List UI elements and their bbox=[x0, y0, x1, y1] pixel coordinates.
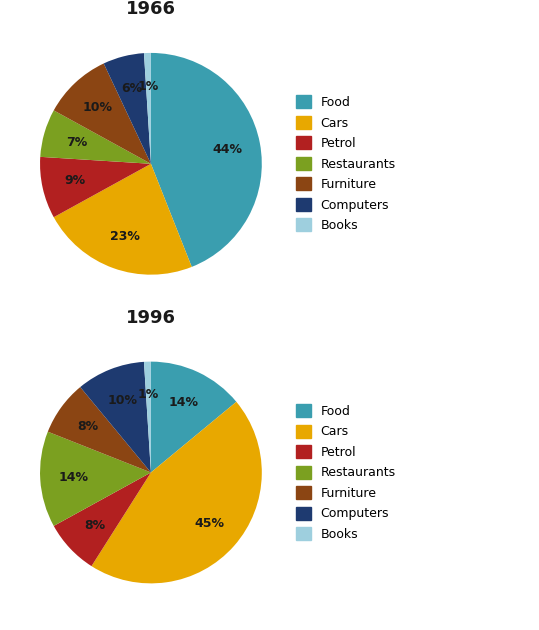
Text: 10%: 10% bbox=[83, 101, 113, 114]
Text: 6%: 6% bbox=[121, 82, 142, 95]
Wedge shape bbox=[151, 53, 262, 267]
Text: 44%: 44% bbox=[212, 143, 242, 156]
Wedge shape bbox=[40, 110, 151, 164]
Text: 8%: 8% bbox=[78, 420, 99, 433]
Legend: Food, Cars, Petrol, Restaurants, Furniture, Computers, Books: Food, Cars, Petrol, Restaurants, Furnitu… bbox=[292, 92, 399, 236]
Wedge shape bbox=[54, 472, 151, 566]
Wedge shape bbox=[151, 362, 237, 472]
Text: 23%: 23% bbox=[110, 231, 140, 243]
Wedge shape bbox=[80, 362, 151, 472]
Text: 1%: 1% bbox=[138, 80, 159, 93]
Wedge shape bbox=[48, 387, 151, 472]
Legend: Food, Cars, Petrol, Restaurants, Furniture, Computers, Books: Food, Cars, Petrol, Restaurants, Furnitu… bbox=[292, 401, 399, 544]
Text: 8%: 8% bbox=[84, 519, 105, 532]
Wedge shape bbox=[40, 157, 151, 217]
Text: 14%: 14% bbox=[58, 471, 88, 484]
Text: 45%: 45% bbox=[194, 517, 224, 530]
Wedge shape bbox=[144, 362, 151, 472]
Wedge shape bbox=[103, 53, 151, 164]
Title: 1996: 1996 bbox=[126, 309, 176, 327]
Text: 1%: 1% bbox=[138, 389, 159, 401]
Wedge shape bbox=[54, 164, 192, 275]
Text: 7%: 7% bbox=[66, 135, 87, 149]
Wedge shape bbox=[144, 53, 151, 164]
Title: 1966: 1966 bbox=[126, 0, 176, 18]
Text: 14%: 14% bbox=[169, 396, 199, 409]
Text: 9%: 9% bbox=[65, 175, 86, 187]
Text: 10%: 10% bbox=[107, 394, 137, 407]
Wedge shape bbox=[92, 402, 262, 583]
Wedge shape bbox=[40, 432, 151, 526]
Wedge shape bbox=[54, 64, 151, 164]
